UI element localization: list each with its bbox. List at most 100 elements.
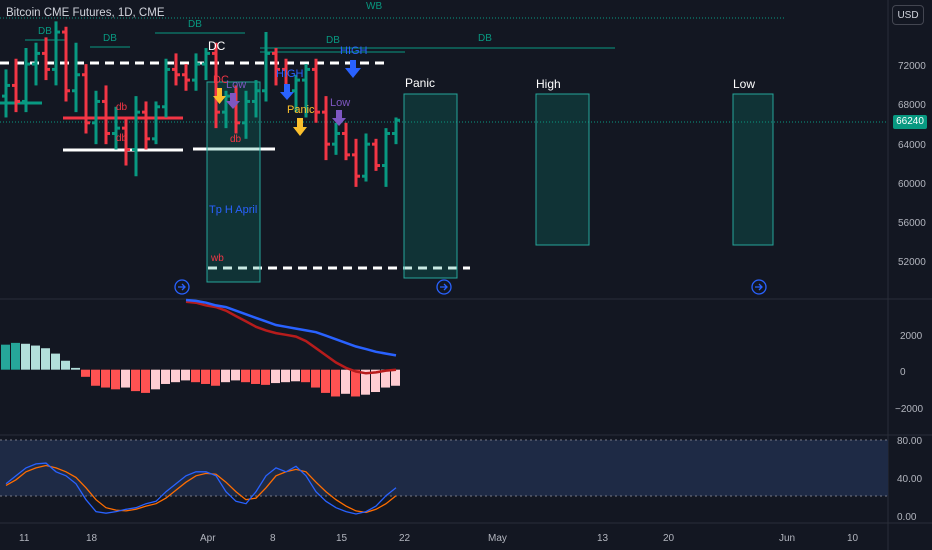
macd-hist-bar [131,369,140,392]
candle [262,32,270,102]
arrow-down-yellow-icon [293,118,307,136]
macd-line [185,298,397,357]
candle [202,48,210,81]
candle [112,106,120,150]
circled-arrow-icon[interactable] [436,279,452,295]
macd-hist-bar [231,369,240,381]
time-tick: Jun [779,533,795,544]
candles-group [2,21,400,187]
macd-hist-bar [351,369,360,397]
candle [272,48,280,86]
candle [82,64,90,134]
low-label-2: Low [330,97,350,109]
time-tick: 13 [597,533,609,544]
panic-box[interactable] [403,93,458,279]
circled-arrow-icon[interactable] [174,279,190,295]
db-top-label: DB [188,19,202,30]
low-label: Low [733,77,755,91]
candle [292,74,300,113]
macd-hist-bar [51,353,60,370]
macd-hist-bar [331,369,340,397]
time-tick: 10 [847,533,859,544]
low-label-1: Low [226,79,246,91]
macd-hist-bar [71,367,80,370]
macd-hist-bar [321,369,330,393]
candle [12,58,20,113]
candle [72,42,80,113]
macd-hist-bar [301,369,310,383]
panic-small-label: Panic [287,104,315,116]
candle [92,90,100,145]
price-axis[interactable]: 72000 68000 64000 60000 56000 52000 [898,61,926,268]
macd-hist-bar [391,369,400,386]
macd-hist-bar [121,369,130,388]
candle [212,42,220,129]
macd-hist-bar [311,369,320,388]
candle [302,64,310,118]
arrow-down-blue-icon [280,84,294,100]
macd-hist-bar [191,369,200,383]
candle [182,64,190,91]
circled-arrow-icon[interactable] [751,279,767,295]
candle [392,117,400,145]
low-box[interactable] [732,93,774,246]
price-tick: 68000 [898,100,926,111]
time-tick: 22 [399,533,411,544]
price-tick: 72000 [898,61,926,72]
high-label: High [536,77,561,91]
macd-axis: 2000 0 −2000 [895,331,924,415]
macd-hist-bar [11,342,20,370]
high-label-1: HIGH [340,45,368,57]
price-tick: 56000 [898,218,926,229]
candle [62,26,70,102]
macd-hist-bar [281,369,290,383]
stoch-k-line [5,462,397,515]
candle [152,101,160,145]
time-tick: 20 [663,533,675,544]
candle [122,117,130,166]
candle [332,122,340,155]
time-axis[interactable]: 11 18 Apr 8 15 22 May 13 20 Jun 10 [19,533,859,544]
stoch-tick: 40.00 [897,474,922,485]
price-tick: 52000 [898,257,926,268]
macd-hist-bar [291,369,300,382]
macd-hist-bar [41,348,50,370]
arrow-down-purple-icon [226,93,240,109]
price-tick: 64000 [898,140,926,151]
dc-small-label: DC [213,74,229,86]
macd-hist-bar [201,369,210,384]
macd-hist-bar [381,369,390,388]
last-price-tag: 66240 [893,115,927,129]
high-box[interactable] [535,93,590,246]
macd-hist-bar [21,343,30,370]
candle [2,69,10,118]
macd-hist-bar [211,369,220,386]
db-label-1: DB [38,26,52,37]
db-small-label-1: db [116,102,128,113]
chart-title[interactable]: Bitcoin CME Futures, 1D, CME [6,7,165,19]
macd-hist-bar [251,369,260,384]
candle [162,58,170,118]
macd-tick: −2000 [895,404,924,415]
macd-hist-bar [161,369,170,384]
high-label-2: HIGH [276,68,304,80]
candle [382,128,390,187]
candle [362,133,370,182]
macd-hist-bar [31,345,40,370]
wb-top-label: WB [366,1,382,12]
macd-hist-bar [81,369,90,377]
candle [22,48,30,113]
stoch-tick: 80.00 [897,436,922,447]
macd-hist-bar [171,369,180,383]
candle [32,42,40,86]
currency-button[interactable]: USD [892,5,924,25]
macd-hist-bar [1,344,10,370]
time-tick: 8 [270,533,276,544]
db-small-label-2: db [116,133,128,144]
candle [322,96,330,161]
macd-hist-bar [111,369,120,390]
macd-hist-bar [361,369,370,395]
stoch-group [5,462,397,515]
stoch-tick: 0.00 [897,512,917,523]
